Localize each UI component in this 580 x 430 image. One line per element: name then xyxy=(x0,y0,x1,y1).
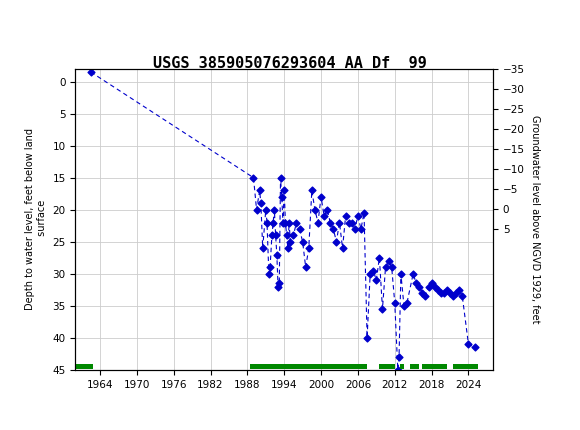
Point xyxy=(451,289,461,296)
Point xyxy=(430,283,439,290)
Point xyxy=(258,245,267,252)
Point xyxy=(412,280,421,287)
Point xyxy=(360,209,369,216)
Point xyxy=(292,219,301,226)
Point xyxy=(387,264,396,271)
Point xyxy=(332,238,341,245)
Point xyxy=(335,219,344,226)
Point xyxy=(295,225,304,232)
Point xyxy=(273,283,282,290)
Point xyxy=(458,293,467,300)
Point xyxy=(424,283,433,290)
Text: ≡USGS: ≡USGS xyxy=(12,16,70,35)
Point xyxy=(270,206,279,213)
Bar xyxy=(379,364,395,369)
Point xyxy=(325,219,335,226)
Point xyxy=(341,213,350,220)
Point xyxy=(298,238,307,245)
Point xyxy=(281,219,290,226)
Point xyxy=(448,293,458,300)
Point xyxy=(353,213,362,220)
Bar xyxy=(410,364,419,369)
Point xyxy=(320,213,329,220)
Point xyxy=(267,232,277,239)
Point xyxy=(284,219,293,226)
Point xyxy=(256,200,266,207)
Point xyxy=(464,341,473,347)
Point xyxy=(372,276,381,283)
Point xyxy=(307,187,317,194)
Point xyxy=(369,267,378,274)
Point xyxy=(262,219,271,226)
Point xyxy=(394,353,404,360)
Point xyxy=(350,225,360,232)
Point xyxy=(261,206,270,213)
Point xyxy=(433,286,443,293)
Point xyxy=(255,187,264,194)
Point xyxy=(421,293,430,300)
Point xyxy=(277,194,287,200)
Point xyxy=(249,174,258,181)
Point xyxy=(445,289,455,296)
Point xyxy=(375,254,384,261)
Text: USGS 385905076293604 AA Df  99: USGS 385905076293604 AA Df 99 xyxy=(153,56,427,71)
Point xyxy=(271,232,280,239)
Point xyxy=(86,68,95,75)
Point xyxy=(403,299,412,306)
Point xyxy=(384,258,393,264)
Point xyxy=(356,225,365,232)
Point xyxy=(289,232,298,239)
Point xyxy=(310,206,320,213)
Point xyxy=(286,238,295,245)
Point xyxy=(301,264,310,271)
Bar xyxy=(400,364,404,369)
Point xyxy=(266,264,275,271)
Point xyxy=(399,302,408,309)
Point xyxy=(282,232,291,239)
Point xyxy=(283,245,292,252)
Point xyxy=(365,270,375,277)
Point xyxy=(280,187,289,194)
Y-axis label: Depth to water level, feet below land
 surface: Depth to water level, feet below land su… xyxy=(26,128,47,310)
Bar xyxy=(422,364,447,369)
Point xyxy=(276,174,285,181)
Point xyxy=(418,289,427,296)
Point xyxy=(378,306,387,313)
Point xyxy=(443,286,452,293)
Point xyxy=(252,206,261,213)
Point xyxy=(396,270,405,277)
Bar xyxy=(251,364,367,369)
Point xyxy=(329,225,338,232)
Point xyxy=(264,270,274,277)
Point xyxy=(415,283,424,290)
Point xyxy=(269,219,278,226)
Point xyxy=(470,344,479,351)
Point xyxy=(347,219,356,226)
Point xyxy=(393,366,403,373)
Point xyxy=(362,335,372,341)
Bar xyxy=(453,364,478,369)
Point xyxy=(313,219,322,226)
Bar xyxy=(75,364,93,369)
Point xyxy=(381,264,390,271)
Point xyxy=(427,280,436,287)
Point xyxy=(317,194,326,200)
Point xyxy=(344,219,353,226)
Point xyxy=(390,299,400,306)
Point xyxy=(278,219,288,226)
Point xyxy=(439,289,448,296)
Point xyxy=(322,206,332,213)
Point xyxy=(338,245,347,252)
Y-axis label: Groundwater level above NGVD 1929, feet: Groundwater level above NGVD 1929, feet xyxy=(530,115,541,323)
Point xyxy=(275,280,284,287)
Point xyxy=(272,251,281,258)
Point xyxy=(304,245,313,252)
Point xyxy=(408,270,418,277)
Point xyxy=(436,289,445,296)
Point xyxy=(455,286,464,293)
